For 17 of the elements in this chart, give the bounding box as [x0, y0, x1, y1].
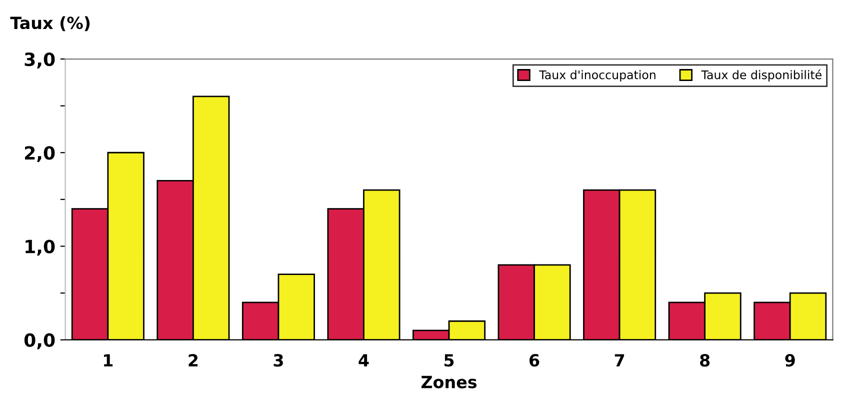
y-tick-label: 0,0: [24, 333, 55, 350]
legend-label: Taux d'inoccupation: [539, 70, 656, 82]
x-tick-label: 6: [530, 354, 540, 367]
x-tick-label: 3: [274, 354, 283, 367]
x-tick-label: 9: [785, 354, 795, 367]
x-tick-label: 5: [444, 354, 454, 367]
y-tick-label: 1,0: [26, 240, 55, 256]
x-tick-label: 2: [188, 354, 198, 366]
y-axis-title: Taux (%): [10, 16, 90, 32]
y-tick-label: 3,0: [24, 52, 55, 68]
x-tick-label: 1: [104, 354, 113, 366]
x-tick-label: 8: [700, 354, 710, 367]
x-tick-label: 7: [614, 354, 624, 366]
x-axis-title: Zones: [421, 376, 477, 388]
legend-label: Taux de disponibilité: [701, 70, 822, 82]
x-tick-label: 4: [358, 354, 369, 366]
y-tick-label: 2,0: [25, 146, 55, 162]
